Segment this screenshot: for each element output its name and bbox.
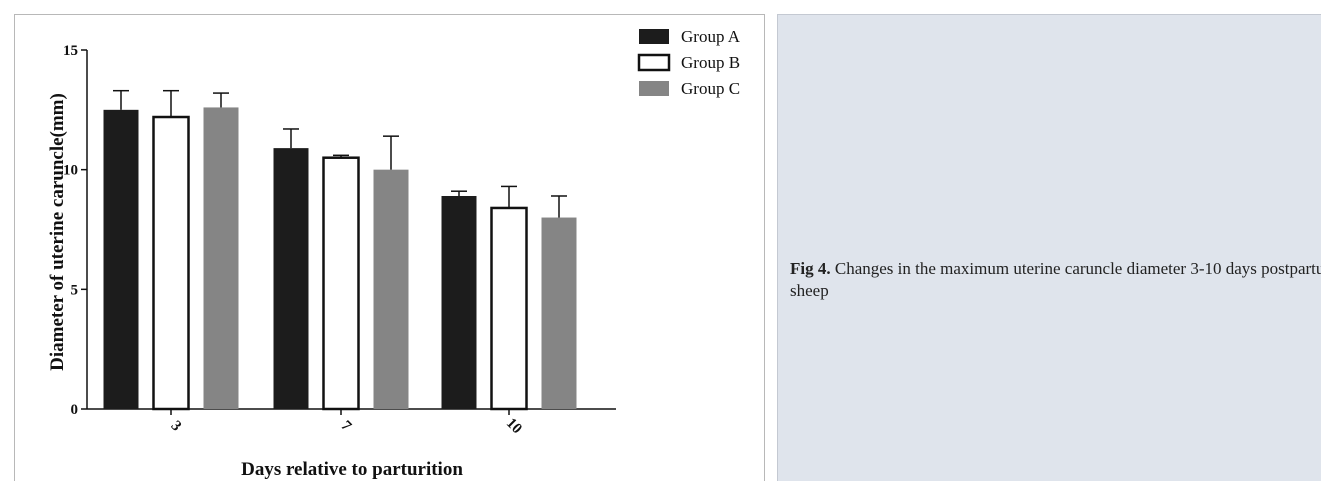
caption-label: Fig 4. (790, 259, 831, 278)
legend-label: Group C (681, 79, 740, 98)
legend-label: Group A (681, 27, 741, 46)
x-tick-label: 3 (168, 418, 185, 435)
caption-body: Changes in the maximum uterine caruncle … (790, 259, 1321, 300)
bar-group-b (322, 156, 360, 411)
x-tick-label: 10 (503, 415, 525, 437)
chart-panel: Diameter of uterine caruncle(mm) Days re… (14, 14, 765, 481)
x-tick-label: 7 (338, 418, 355, 435)
bar-group-c (373, 169, 409, 409)
figure-caption: Fig 4. Changes in the maximum uterine ca… (790, 258, 1321, 302)
legend-label: Group B (681, 53, 740, 72)
legend-swatch (637, 53, 671, 72)
bar-group-b (490, 206, 528, 411)
y-tick-label: 0 (71, 402, 79, 418)
legend-swatch (639, 81, 669, 96)
y-axis-label: Diameter of uterine caruncle(mm) (47, 93, 68, 371)
bar-group-a (273, 148, 309, 410)
y-tick-label: 5 (71, 282, 79, 298)
bar-group-b (152, 115, 190, 411)
caption-panel: Fig 4. Changes in the maximum uterine ca… (777, 14, 1321, 481)
y-tick-label: 10 (63, 163, 78, 179)
bar-group-a (441, 195, 477, 409)
x-axis-label: Days relative to parturition (241, 459, 463, 480)
bar-chart: Diameter of uterine caruncle(mm) Days re… (47, 27, 741, 480)
legend-swatch (639, 29, 669, 44)
bar-group-a (103, 109, 139, 409)
bar-group-c (203, 107, 239, 409)
bar-group-c (541, 217, 577, 409)
y-tick-label: 15 (63, 43, 78, 59)
